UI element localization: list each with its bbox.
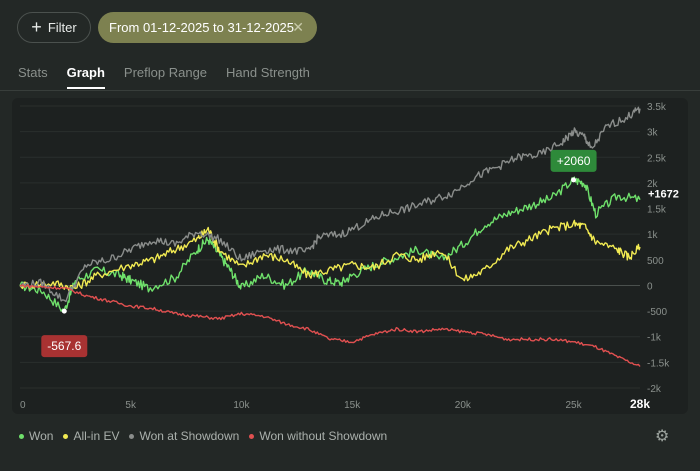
legend-label: All-in EV bbox=[73, 429, 120, 443]
tab-graph[interactable]: Graph bbox=[66, 65, 105, 89]
filter-button[interactable]: + Filter bbox=[17, 12, 91, 43]
x-tick-label: 28k bbox=[630, 397, 650, 411]
legend-label: Won at Showdown bbox=[139, 429, 240, 443]
legend-dot bbox=[129, 433, 135, 439]
x-tick-label: 0 bbox=[20, 400, 26, 411]
series-line-all-in-ev bbox=[19, 219, 641, 292]
x-tick-label: 15k bbox=[344, 400, 361, 411]
y-tick-label: 1.5k bbox=[647, 205, 667, 216]
legend-dot bbox=[63, 433, 69, 439]
y-tick-label: 0 bbox=[647, 281, 653, 292]
plus-icon: + bbox=[31, 16, 42, 37]
y-tick-label: -1k bbox=[647, 333, 662, 344]
series-line-won bbox=[19, 176, 641, 314]
x-tick-label: 5k bbox=[125, 400, 137, 411]
filter-label: Filter bbox=[47, 20, 77, 35]
legend-dot bbox=[249, 433, 255, 439]
close-icon[interactable]: ✕ bbox=[292, 19, 304, 35]
legend-item-all-in-ev[interactable]: All-in EV bbox=[63, 429, 119, 443]
end-value-label: +1672 bbox=[648, 189, 679, 201]
y-tick-label: 2k bbox=[647, 179, 659, 190]
gear-icon[interactable]: ⚙ bbox=[655, 428, 670, 445]
y-tick-label: 3k bbox=[647, 128, 659, 139]
y-tick-label: 2.5k bbox=[647, 153, 667, 164]
series-line-won-without-showdown bbox=[19, 284, 641, 367]
tab-stats[interactable]: Stats bbox=[18, 65, 48, 80]
annotation-badge bbox=[41, 335, 88, 358]
divider bbox=[0, 90, 700, 91]
tab-hand-strength[interactable]: Hand Strength bbox=[226, 65, 310, 80]
y-tick-label: -500 bbox=[647, 307, 667, 318]
legend-item-won-at-showdown[interactable]: Won at Showdown bbox=[129, 429, 239, 443]
y-tick-label: 3.5k bbox=[647, 102, 667, 113]
y-tick-label: -2k bbox=[647, 384, 662, 395]
series-line-won-at-showdown bbox=[19, 106, 641, 303]
annotation-badge bbox=[550, 149, 597, 172]
x-tick-label: 25k bbox=[566, 400, 583, 411]
date-range-chip[interactable]: From 01-12-2025 to 31-12-2025 ✕ bbox=[98, 12, 317, 43]
x-tick-label: 10k bbox=[233, 400, 250, 411]
y-tick-label: 1k bbox=[647, 230, 659, 241]
legend-label: Won without Showdown bbox=[259, 429, 388, 443]
legend-label: Won bbox=[29, 429, 54, 443]
legend: Won All-in EV Won at Showdown Won withou… bbox=[19, 429, 397, 443]
chart-panel: 3.5k 3k 2.5k 2k 1.5k 1k 500 0 -500 -1k -1.5k -2k 0 5k… bbox=[12, 98, 688, 414]
annotation-marker bbox=[61, 308, 67, 314]
annotation-marker bbox=[571, 177, 577, 183]
y-tick-label: 500 bbox=[647, 256, 664, 267]
legend-item-won[interactable]: Won bbox=[19, 429, 53, 443]
x-tick-label: 20k bbox=[455, 400, 472, 411]
tab-preflop-range[interactable]: Preflop Range bbox=[123, 65, 208, 80]
date-range-label: From 01-12-2025 to 31-12-2025 bbox=[109, 20, 295, 35]
legend-item-won-without-showdown[interactable]: Won without Showdown bbox=[249, 429, 387, 443]
legend-dot bbox=[19, 433, 24, 439]
tab-bar: Stats Graph Preflop Range Hand Strength bbox=[18, 65, 329, 89]
annotation-label: +2060 bbox=[557, 154, 591, 168]
annotation-label: -567.6 bbox=[47, 339, 81, 353]
profit-chart[interactable]: 3.5k 3k 2.5k 2k 1.5k 1k 500 0 -500 -1k -1.5k -2k 0 5k… bbox=[12, 98, 688, 414]
y-tick-label: -1.5k bbox=[647, 358, 670, 369]
